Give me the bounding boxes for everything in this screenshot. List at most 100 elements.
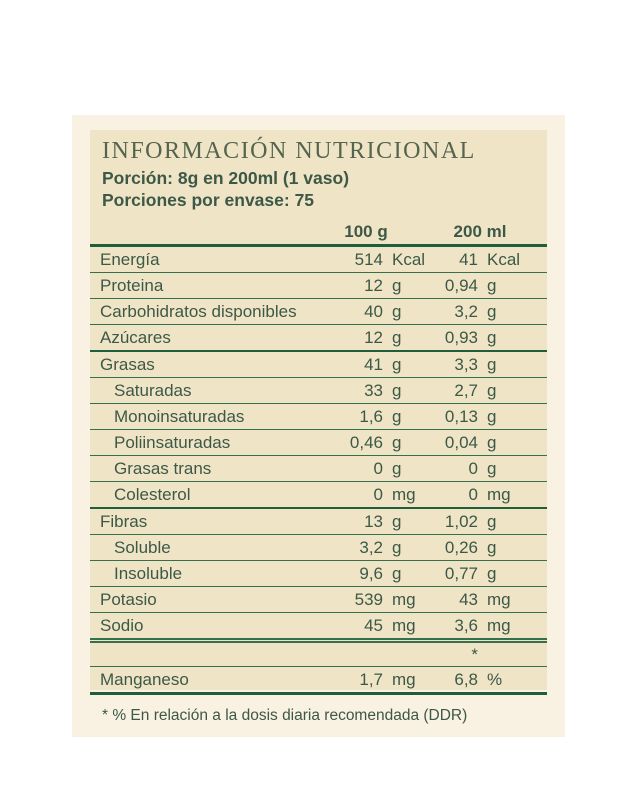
row-label: Grasas [100,354,155,374]
unit-200ml: % [487,669,503,689]
unit-100g: mg [392,589,416,609]
unit-100g: g [392,354,402,374]
unit-100g: g [392,327,402,347]
value-200ml: 0,77 [444,563,478,583]
unit-100g: g [392,458,402,478]
value-100g: 0 [373,484,383,504]
row-label: Fibras [100,511,148,531]
value-100g: 539 [354,589,383,609]
value-200ml: 1,02 [444,511,478,531]
value-200ml: * [471,644,478,664]
unit-100g: g [392,380,402,400]
row-label: Colesterol [114,484,191,504]
unit-100g: g [392,301,402,321]
table-row: Sodio 45 mg 3,6 mg [90,613,547,643]
unit-200ml: g [487,432,497,452]
value-200ml: 6,8 [454,669,478,689]
unit-100g: g [392,432,402,452]
value-200ml: 3,6 [454,615,478,635]
nutrition-table: Energía 514 Kcal 41 Kcal Proteina 12 g 0,94 g Carb… [90,247,547,695]
row-label: Energía [100,249,160,269]
value-200ml: 0 [468,458,478,478]
table-row: Poliinsaturadas 0,46 g 0,04 g [90,430,547,456]
value-200ml: 43 [459,589,478,609]
row-label: Poliinsaturadas [114,432,231,452]
row-label: Proteina [100,275,164,295]
value-100g: 13 [364,511,383,531]
unit-100g: Kcal [392,249,426,269]
row-label: Monoinsaturadas [114,406,245,426]
value-200ml: 0,04 [444,432,478,452]
value-100g: 33 [364,380,383,400]
table-row: Grasas trans 0 g 0 g [90,456,547,482]
table-row: Saturadas 33 g 2,7 g [90,378,547,404]
value-100g: 1,7 [359,669,383,689]
table-row: Grasas 41 g 3,3 g [90,352,547,378]
table-row: Insoluble 9,6 g 0,77 g [90,561,547,587]
nutrition-label: INFORMACIÓN NUTRICIONAL Porción: 8g en 2… [72,115,565,737]
table-row: Manganeso 1,7 mg 6,8% [90,667,547,695]
row-label: Manganeso [100,669,189,689]
row-label: Potasio [100,589,157,609]
unit-200ml: mg [487,615,511,635]
table-row: Potasio 539 mg 43 mg [90,587,547,613]
table-row: Monoinsaturadas 1,6 g 0,13 g [90,404,547,430]
value-100g: 45 [364,615,383,635]
value-100g: 0 [373,458,383,478]
row-label: Sodio [100,615,144,635]
unit-100g: g [392,406,402,426]
unit-200ml: Kcal [487,249,521,269]
table-row-ddr-note: * [90,643,547,667]
unit-200ml: mg [487,589,511,609]
table-row: Soluble 3,2 g 0,26 g [90,535,547,561]
panel-title: INFORMACIÓN NUTRICIONAL [102,138,476,164]
row-label: Soluble [114,537,171,557]
unit-100g: mg [392,484,416,504]
value-200ml: 41 [459,249,478,269]
unit-100g: mg [392,669,416,689]
row-label: Saturadas [114,380,192,400]
column-header-200ml: 200 ml [453,222,507,241]
value-100g: 0,46 [349,432,383,452]
unit-200ml: g [487,275,497,295]
value-100g: 514 [354,249,383,269]
unit-100g: g [392,563,402,583]
portion-line: Porción: 8g en 200ml (1 vaso) [102,168,350,188]
row-label: Grasas trans [114,458,212,478]
table-row: Azúcares 12 g 0,93 g [90,325,547,352]
unit-200ml: g [487,354,497,374]
table-row: Colesterol 0 mg 0 mg [90,482,547,509]
table-row: Proteina 12 g 0,94 g [90,273,547,299]
row-label: Carbohidratos disponibles [100,301,297,321]
unit-200ml: g [487,537,497,557]
value-100g: 12 [364,327,383,347]
servings-line: Porciones por envase: 75 [102,189,315,210]
unit-200ml: g [487,563,497,583]
unit-200ml: g [487,511,497,531]
unit-100g: g [392,275,402,295]
value-100g: 40 [364,301,383,321]
value-200ml: 3,2 [454,301,478,321]
value-200ml: 0 [468,484,478,504]
table-row: Carbohidratos disponibles 40 g 3,2 g [90,299,547,325]
unit-100g: g [392,511,402,531]
nutrition-panel: INFORMACIÓN NUTRICIONAL Porción: 8g en 2… [90,130,547,695]
unit-200ml: g [487,301,497,321]
row-label: Insoluble [114,563,183,583]
value-100g: 9,6 [359,563,383,583]
value-200ml: 0,26 [444,537,478,557]
footnote: * % En relación a la dosis diaria recome… [102,707,468,724]
column-header-100g: 100 g [344,222,388,241]
table-row: Energía 514 Kcal 41 Kcal [90,247,547,273]
unit-200ml: g [487,458,497,478]
unit-200ml: g [487,406,497,426]
value-200ml: 0,93 [444,327,478,347]
row-label: Azúcares [100,327,171,347]
value-100g: 41 [364,354,383,374]
value-200ml: 2,7 [454,380,478,400]
value-200ml: 3,3 [454,354,478,374]
value-100g: 1,6 [359,406,383,426]
unit-200ml: g [487,327,497,347]
table-row: Fibras 13 g 1,02 g [90,509,547,535]
